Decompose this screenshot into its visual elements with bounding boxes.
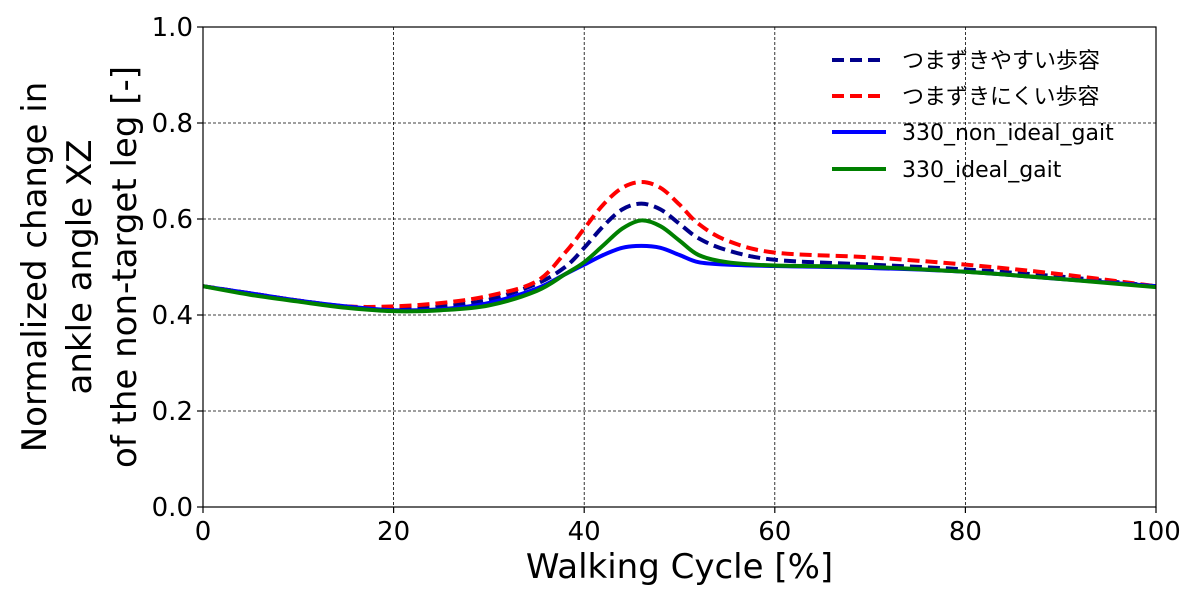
legend-label-0: つまずきやすい歩容	[902, 49, 1100, 74]
y-axis-label-line-2: ankle angle XZ	[60, 140, 100, 395]
series-line-2	[202, 243, 1157, 313]
series-line-3	[202, 218, 1157, 314]
series-lines	[202, 180, 1157, 314]
y-tick-label: 0.6	[152, 205, 193, 235]
series-line-1	[202, 180, 1157, 309]
y-axis-label-line-3: of the non-target leg [-]	[105, 66, 145, 468]
x-tick-label: 20	[377, 517, 410, 547]
x-tick-label: 100	[1131, 517, 1181, 547]
y-tick-label: 1.0	[152, 13, 193, 43]
x-axis-label: Walking Cycle [%]	[526, 547, 833, 587]
plot-frame	[202, 26, 1157, 508]
legend-label-1: つまずきにくい歩容	[902, 85, 1100, 110]
legend-label-2: 330_non_ideal_gait	[902, 121, 1114, 146]
y-axis-label-line-1: Normalized change in	[15, 82, 55, 453]
x-tick-label: 0	[195, 517, 212, 547]
y-tick-label: 0.4	[152, 301, 193, 331]
y-axis-ticks: 0.0 0.2 0.4 0.6 0.8 1.0	[152, 13, 203, 523]
y-axis-label: Normalized change in ankle angle XZ of t…	[15, 66, 145, 468]
x-tick-label: 40	[568, 517, 601, 547]
legend: つまずきやすい歩容 つまずきにくい歩容 330_non_ideal_gait 3…	[832, 49, 1114, 183]
x-tick-label: 60	[758, 517, 791, 547]
y-tick-label: 0.0	[152, 493, 193, 523]
series-line-0	[202, 201, 1157, 311]
y-tick-label: 0.8	[152, 109, 193, 139]
x-tick-label: 80	[949, 517, 982, 547]
legend-label-3: 330_ideal_gait	[902, 158, 1062, 183]
x-axis-ticks: 0 20 40 60 80 100	[195, 507, 1181, 547]
y-tick-label: 0.2	[152, 397, 193, 427]
